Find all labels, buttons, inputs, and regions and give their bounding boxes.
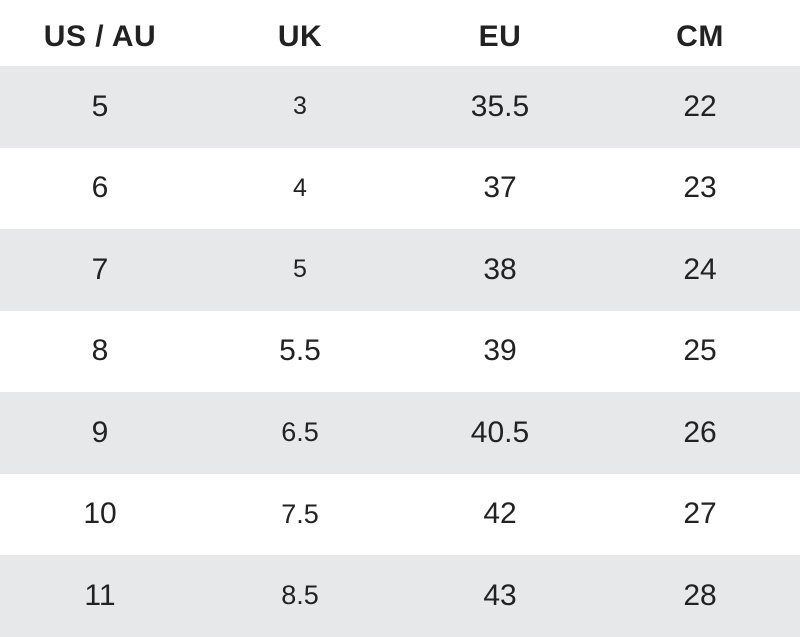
cell-cm: 23: [683, 171, 717, 205]
table-row: 7 5 38 24: [0, 229, 800, 311]
cell-eu: 38: [483, 252, 517, 286]
cell-us-au: 5: [91, 89, 109, 123]
cell-cm: 28: [683, 578, 717, 612]
cell-cm: 26: [683, 415, 717, 449]
cell-cm: 27: [683, 497, 717, 531]
cell-uk: 5.5: [279, 334, 321, 368]
header-cm: CM: [676, 20, 724, 53]
cell-uk: 5: [293, 255, 307, 284]
cell-us-au: 7: [91, 252, 109, 286]
cell-us-au: 9: [91, 415, 109, 449]
table-row: 10 7.5 42 27: [0, 473, 800, 555]
table-row: 5 3 35.5 22: [0, 66, 800, 148]
cell-eu: 43: [483, 578, 517, 612]
cell-cm: 25: [683, 334, 717, 368]
table-row: 8 5.5 39 25: [0, 310, 800, 392]
cell-eu: 42: [483, 497, 517, 531]
cell-eu: 37: [483, 171, 517, 205]
header-uk: UK: [277, 20, 323, 53]
cell-us-au: 10: [83, 497, 117, 531]
cell-cm: 24: [683, 252, 717, 286]
table-row: 9 6.5 40.5 26: [0, 392, 800, 474]
header-eu: EU: [478, 20, 522, 53]
table-row: 6 4 37 23: [0, 147, 800, 229]
cell-uk: 6.5: [281, 417, 319, 448]
cell-uk: 7.5: [281, 498, 319, 529]
cell-eu: 39: [483, 334, 517, 368]
cell-cm: 22: [683, 89, 717, 123]
cell-us-au: 8: [91, 334, 109, 368]
cell-uk: 4: [293, 173, 307, 202]
cell-uk: 3: [293, 92, 307, 121]
header-us-au: US / AU: [43, 20, 157, 53]
table-header-row: US / AU UK EU CM: [0, 0, 800, 66]
table-row: 11 8.5 43 28: [0, 555, 800, 637]
cell-eu: 40.5: [470, 415, 530, 449]
cell-uk: 8.5: [281, 580, 319, 611]
cell-eu: 35.5: [470, 89, 530, 123]
cell-us-au: 6: [91, 171, 109, 205]
cell-us-au: 11: [84, 578, 116, 612]
